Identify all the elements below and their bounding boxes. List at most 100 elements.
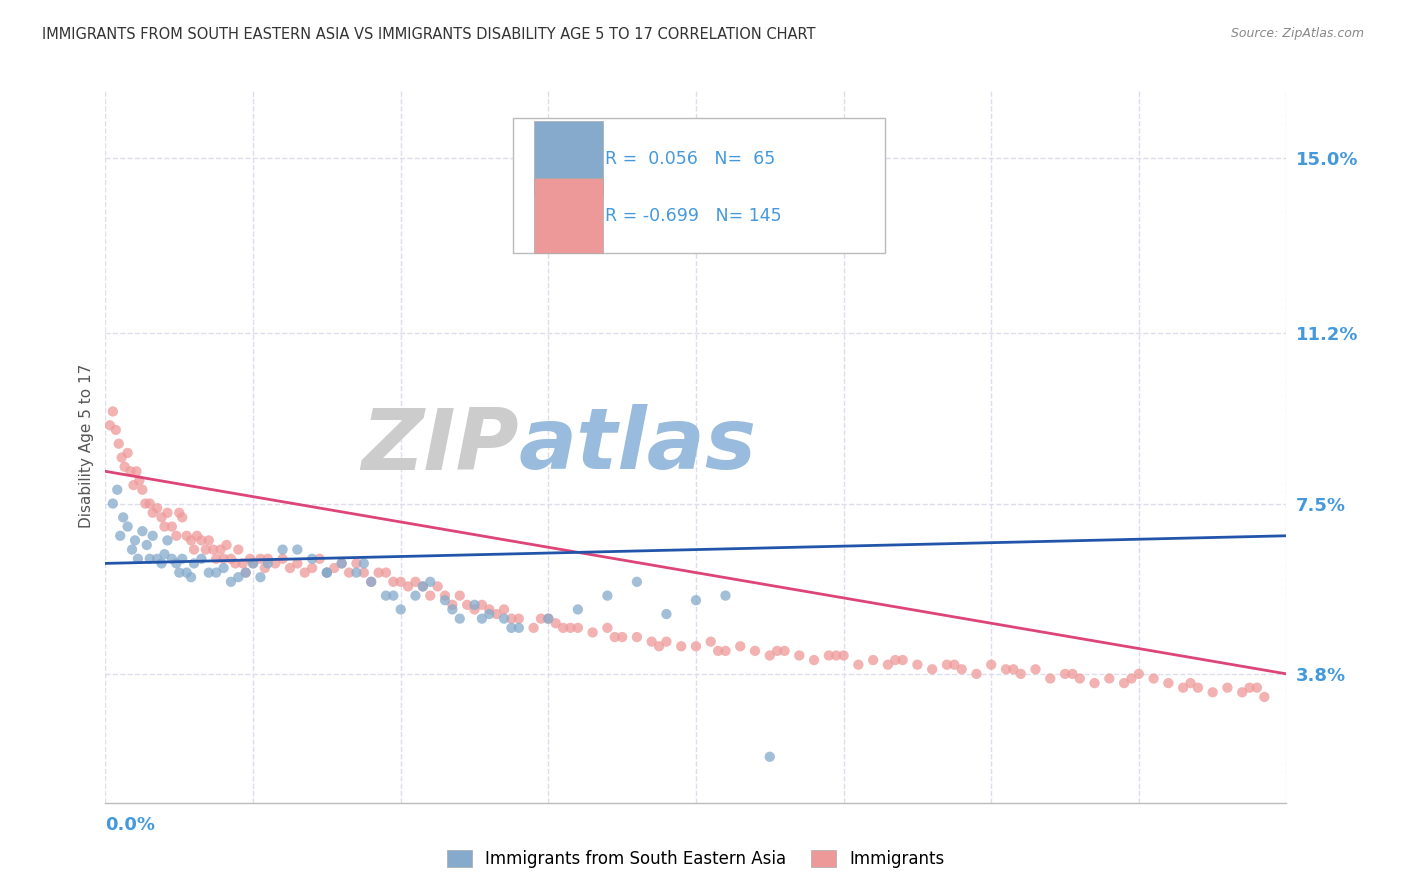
Point xyxy=(360,574,382,589)
Point xyxy=(180,570,202,584)
Point xyxy=(1246,681,1268,695)
Point xyxy=(544,616,567,631)
Y-axis label: Disability Age 5 to 17: Disability Age 5 to 17 xyxy=(79,364,94,528)
Point xyxy=(150,557,173,571)
Point xyxy=(655,607,678,621)
Point xyxy=(219,574,242,589)
Point xyxy=(603,630,626,644)
Point xyxy=(596,621,619,635)
Point xyxy=(980,657,1002,672)
Point xyxy=(492,612,515,626)
Point xyxy=(117,446,139,460)
Point xyxy=(131,483,153,497)
Point xyxy=(478,602,501,616)
Point xyxy=(803,653,825,667)
Point xyxy=(537,612,560,626)
Point xyxy=(101,497,124,511)
Point xyxy=(464,598,486,612)
Point xyxy=(728,640,751,654)
Point xyxy=(202,542,225,557)
Text: IMMIGRANTS FROM SOUTH EASTERN ASIA VS IMMIGRANTS DISABILITY AGE 5 TO 17 CORRELAT: IMMIGRANTS FROM SOUTH EASTERN ASIA VS IM… xyxy=(42,27,815,42)
Point xyxy=(714,644,737,658)
Point xyxy=(122,478,145,492)
Point xyxy=(685,593,707,607)
Point xyxy=(271,551,294,566)
Point xyxy=(1216,681,1239,695)
Point xyxy=(323,561,346,575)
Point xyxy=(107,436,129,450)
Point xyxy=(1083,676,1105,690)
Point xyxy=(346,566,368,580)
Point xyxy=(224,557,246,571)
Point xyxy=(508,612,530,626)
Point xyxy=(1098,672,1121,686)
Point xyxy=(172,510,194,524)
Point xyxy=(405,589,427,603)
Point xyxy=(146,551,169,566)
Point xyxy=(287,542,309,557)
Point xyxy=(110,529,132,543)
Point xyxy=(685,640,707,654)
Point xyxy=(994,662,1017,676)
Point xyxy=(212,561,235,575)
Point xyxy=(699,634,723,648)
Point xyxy=(389,574,412,589)
Point xyxy=(226,570,250,584)
Point xyxy=(249,551,271,566)
Point xyxy=(150,510,173,524)
Point xyxy=(626,574,648,589)
Text: atlas: atlas xyxy=(519,404,756,488)
Point xyxy=(456,598,478,612)
Point xyxy=(374,589,398,603)
Point xyxy=(180,533,202,548)
Point xyxy=(396,579,419,593)
Point xyxy=(183,542,205,557)
Point xyxy=(671,640,693,654)
Point xyxy=(209,542,232,557)
Point xyxy=(714,589,737,603)
Point xyxy=(551,621,574,635)
Point xyxy=(596,589,619,603)
Point xyxy=(441,598,464,612)
Point xyxy=(112,510,135,524)
Point xyxy=(128,474,150,488)
Legend: Immigrants from South Eastern Asia, Immigrants: Immigrants from South Eastern Asia, Immi… xyxy=(439,842,953,877)
Point xyxy=(759,749,782,764)
Point xyxy=(426,579,449,593)
Point xyxy=(360,574,382,589)
Point xyxy=(1171,681,1194,695)
Point xyxy=(471,612,494,626)
Point xyxy=(581,625,603,640)
Point xyxy=(485,607,508,621)
Point xyxy=(1239,681,1261,695)
Point xyxy=(215,538,238,552)
Point xyxy=(891,653,914,667)
Point xyxy=(389,602,412,616)
Point xyxy=(419,589,441,603)
Point xyxy=(766,644,789,658)
Point xyxy=(707,644,730,658)
Point xyxy=(190,551,212,566)
Point xyxy=(176,529,198,543)
Point xyxy=(111,450,134,465)
Point xyxy=(156,533,179,548)
Point xyxy=(346,557,368,571)
Text: Source: ZipAtlas.com: Source: ZipAtlas.com xyxy=(1230,27,1364,40)
Point xyxy=(434,593,457,607)
FancyBboxPatch shape xyxy=(513,118,884,253)
Point xyxy=(1062,666,1084,681)
Point xyxy=(382,589,405,603)
Point xyxy=(1024,662,1046,676)
Point xyxy=(1201,685,1223,699)
Point xyxy=(294,566,316,580)
Point xyxy=(239,551,262,566)
Point xyxy=(194,542,217,557)
Point xyxy=(405,574,427,589)
Point xyxy=(832,648,855,663)
Point xyxy=(131,524,153,538)
Point xyxy=(249,570,271,584)
Point xyxy=(1010,666,1032,681)
Point xyxy=(412,579,434,593)
Point xyxy=(301,561,323,575)
Point xyxy=(315,566,337,580)
